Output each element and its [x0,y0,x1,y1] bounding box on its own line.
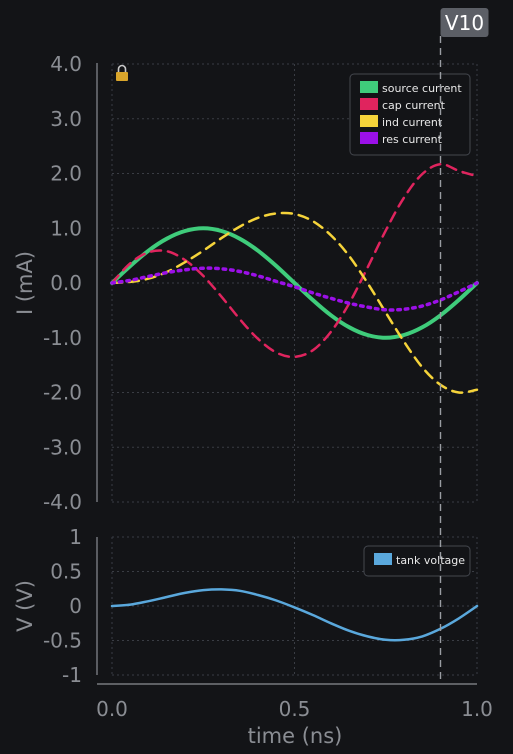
y-axis-label: V (V) [13,580,37,632]
legend-label: source current [382,82,462,95]
y-tick-label: 0 [69,594,82,618]
legend-label: tank voltage [396,554,465,567]
legend-swatch [360,115,378,127]
y-tick-label: 0.5 [50,560,82,584]
y-tick-label: -4.0 [43,490,82,514]
x-tick-label: 0.0 [96,697,128,721]
legend-label: res current [382,133,443,146]
x-axis-label: time (ns) [248,724,343,748]
padlock-icon[interactable] [116,64,128,82]
y-tick-label: 1 [69,525,82,549]
series-line-tank-voltage [110,588,479,642]
y-tick-label: 2.0 [50,162,82,186]
y-tick-label: 4.0 [50,52,82,76]
legend: source current cap current ind current res … [349,73,471,156]
grid [111,536,478,676]
plot-panel-1: 4.0 3.0 2.0 1.0 0.0 -1.0 -2.0 -3.0 -4.0 I (mA) sou… [13,52,479,514]
series-line-ind-current [110,211,479,394]
plot-panel-2: 1 0.5 0 -0.5 -1 V (V) tank voltage [13,525,479,687]
y-axis-label: I (mA) [13,251,37,315]
y-tick-label: -2.0 [43,381,82,405]
y-tick-label: 1.0 [50,216,82,240]
cursor-label: V10 [445,11,484,35]
y-tick-label: -1.0 [43,326,82,350]
legend-swatch [360,81,378,93]
x-tick-label: 0.5 [279,697,311,721]
series-line-cap-current [110,162,479,359]
legend-label: cap current [382,99,446,112]
legend: tank voltage [363,545,471,577]
legend-swatch [360,98,378,110]
legend-label: ind current [382,116,443,129]
cursor-badge[interactable]: V10 [440,8,489,37]
y-tick-label: -1 [62,663,82,687]
y-tick-label: -0.5 [43,629,82,653]
x-tick-label: 1.0 [461,697,493,721]
grid [111,63,478,503]
y-tick-label: 3.0 [50,107,82,131]
legend-swatch [374,553,392,565]
legend-swatch [360,132,378,144]
series-line-source-current [110,226,479,340]
series-line-res-current [110,266,479,312]
y-tick-label: -3.0 [43,435,82,459]
y-tick-label: 0.0 [50,271,82,295]
